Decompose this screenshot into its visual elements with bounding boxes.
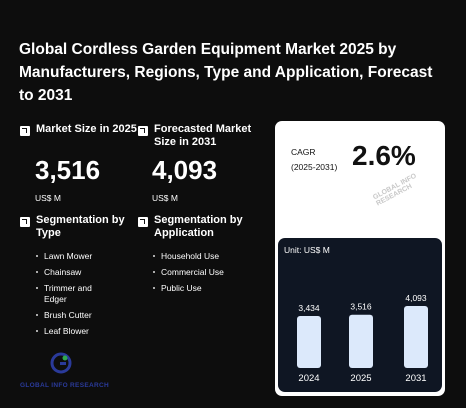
market-size-unit: US$ M (35, 193, 61, 203)
segmentation-type-list: Lawn Mower Chainsaw Trimmer and Edger Br… (36, 251, 116, 342)
page-title: Global Cordless Garden Equipment Market … (19, 41, 433, 104)
forecast-size-header: Forecasted Market Size in 2031 (138, 123, 264, 149)
cagr-label-line2: (2025-2031) (291, 162, 338, 172)
logo-text: GLOBAL INFO RESEARCH (20, 382, 109, 389)
segmentation-application-header: Segmentation by Application (138, 214, 254, 240)
chart-panel: Unit: US$ M 3,434 2024 3,516 2025 4,093 2031 (278, 238, 442, 392)
list-item: Brush Cutter (36, 310, 116, 321)
forecast-size-value: 4,093 (152, 155, 218, 185)
forecast-size-label: Forecasted Market Size in 2031 (154, 123, 252, 148)
list-item: Commercial Use (153, 267, 233, 278)
segmentation-type-label: Segmentation by Type (36, 214, 125, 239)
list-item: Chainsaw (36, 267, 116, 278)
cagr-label-line1: CAGR (291, 147, 316, 157)
list-item: Lawn Mower (36, 251, 116, 262)
cagr-label: CAGR (2025-2031) (291, 145, 337, 175)
list-item: Trimmer and Edger (36, 283, 102, 305)
cagr-card: CAGR (2025-2031) 2.6% GLOBAL INFO RESEAR… (275, 121, 445, 396)
category-label: 2025 (350, 373, 371, 384)
market-size-value: 3,516 (35, 155, 101, 185)
bar-2025 (349, 314, 373, 368)
bar-value-label: 3,434 (298, 303, 320, 313)
list-item: Public Use (153, 283, 233, 294)
segmentation-application-label: Segmentation by Application (154, 214, 243, 239)
chart-unit-label: Unit: US$ M (284, 245, 330, 255)
bar-chart: 3,434 2024 3,516 2025 4,093 2031 (297, 293, 428, 384)
market-size-header: Market Size in 2025 (20, 123, 146, 136)
bar-value-label: 3,516 (350, 302, 372, 312)
list-item: Household Use (153, 251, 233, 262)
arrow-up-right-icon (138, 217, 148, 227)
segmentation-type-header: Segmentation by Type (20, 214, 126, 240)
arrow-up-right-icon (20, 126, 30, 136)
cagr-value: 2.6% (352, 140, 416, 171)
bar-2024 (297, 315, 321, 368)
segmentation-application-list: Household Use Commercial Use Public Use (153, 251, 233, 299)
bar-2031 (404, 306, 428, 368)
forecast-size-unit: US$ M (152, 193, 178, 203)
arrow-up-right-icon (138, 126, 148, 136)
arrow-up-right-icon (20, 217, 30, 227)
bar-value-label: 4,093 (405, 293, 427, 303)
market-size-label: Market Size in 2025 (36, 123, 137, 135)
list-item: Leaf Blower (36, 326, 116, 337)
logo-icon (50, 352, 72, 374)
category-label: 2024 (298, 373, 319, 384)
category-label: 2031 (405, 373, 426, 384)
